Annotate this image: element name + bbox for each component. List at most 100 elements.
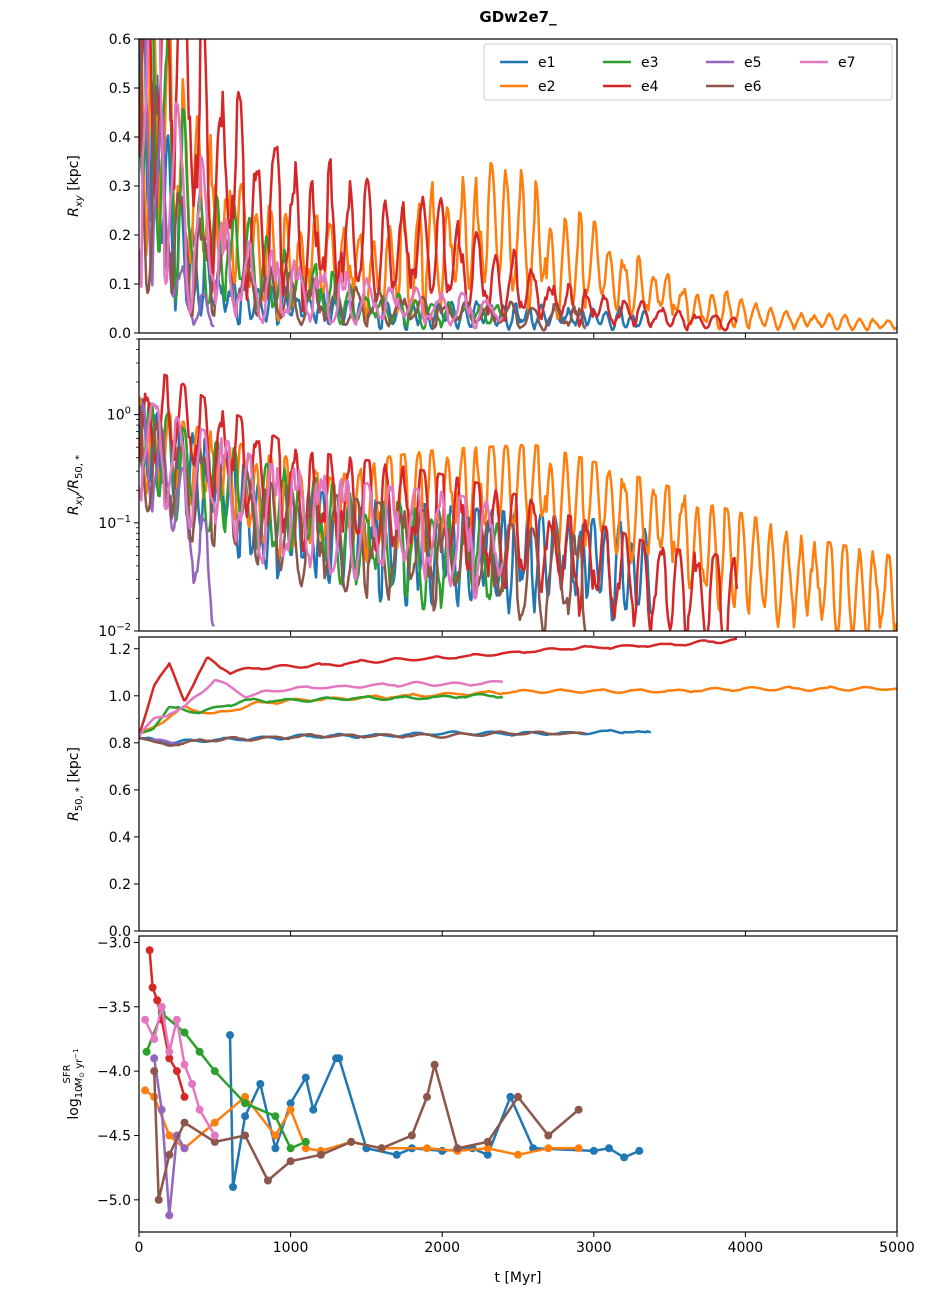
series-line-e1 [139,39,652,331]
series-point-e5 [180,1144,189,1153]
series-point-e6 [514,1092,522,1101]
series-point-e4 [165,1054,174,1063]
y-tick-label: 1.2 [109,642,131,658]
panel-ratio-ylabel: Rxy/R50, * [66,455,85,515]
y-tick-label: 0.1 [109,277,131,293]
series-line-e4 [139,637,738,736]
y-tick-label: 0.2 [109,228,131,244]
panel-frame [138,935,898,1233]
series-point-e1 [635,1146,644,1155]
series-point-e7 [180,1060,189,1069]
series-point-e3 [180,1028,189,1037]
y-tick-label: 0.2 [109,877,131,893]
panel-rxy-ylabel: Rxy [kpc] [66,155,85,217]
panel-ratio: 10−2 10−1 100 Rxy/R50, * [66,338,898,640]
series-point-e6 [544,1131,553,1140]
y-tick-label: 1.0 [109,689,131,705]
series-point-e1 [226,1031,234,1040]
series-line-e6 [152,1063,580,1202]
series-point-e1 [229,1183,237,1191]
panel-frame [138,636,898,932]
legend-label-e2: e2 [538,79,556,95]
series-point-e2 [483,1144,492,1153]
series-line-e4 [139,373,739,631]
panel-sfr-xlabel: t [Myr] [495,1270,542,1286]
series-line-e7 [139,402,504,600]
legend-label-e1: e1 [538,55,556,71]
series-point-e5 [165,1211,174,1220]
series-line-e6 [139,39,587,332]
series-point-e4 [172,1067,181,1076]
series-point-e6 [263,1176,272,1185]
y-tick-label: 0.4 [109,830,131,846]
series-point-e7 [150,1035,159,1043]
series-point-e1 [301,1073,310,1082]
series-point-e4 [148,983,157,992]
legend-label-e6: e6 [744,79,762,95]
series-point-e6 [180,1118,189,1127]
series-line-e3 [139,692,503,736]
panel-r50-ylabel: R50, * [kpc] [66,747,85,821]
y-tick-label: −4.5 [97,1128,131,1144]
series-line-e5 [139,402,215,627]
panel-sfr-plot [141,946,644,1220]
series-point-e3 [286,1144,295,1153]
series-point-e1 [271,1144,280,1153]
series-point-e5 [150,1054,159,1063]
series-point-e6 [210,1137,219,1146]
y-tick-label: −5.0 [97,1193,131,1209]
legend-frame [483,43,893,101]
series-point-e1 [506,1092,515,1101]
x-tick-label: 5000 [879,1240,915,1256]
series-point-e7 [172,1015,181,1024]
series-point-e4 [153,996,162,1005]
panel-sfr-ylabel: log10SFRM⊙ yr−1 [62,1048,86,1119]
legend-label-e4: e4 [641,79,659,95]
y-tick-label: 0.3 [109,179,131,195]
y-tick-label: 0.0 [109,326,131,342]
y-tick-label: 0.6 [109,783,131,799]
y-tick-label: 0.6 [109,32,131,48]
series-point-e7 [141,1015,150,1024]
series-point-e5 [157,1105,166,1114]
y-tick-label: 0.0 [109,924,131,940]
panel-sfr: 0 1000 2000 3000 4000 5000 −5.0 −4.5 −4.0 −3.5 −3.… [62,935,915,1286]
panel-rxy-axes: 0.0 0.1 0.2 0.3 0.4 0.5 0.6 [109,32,898,342]
series-point-e1 [335,1054,344,1063]
y-tick-label: −3.5 [97,1000,131,1016]
series-point-e6 [154,1195,163,1204]
series-point-e6 [377,1144,386,1153]
y-tick-label: −3.0 [97,935,131,951]
series-point-e2 [165,1131,174,1140]
legend-label-e5: e5 [744,55,762,71]
y-tick-label: −4.0 [97,1064,131,1080]
legend: e1 e3 e5 e7 e2 e4 e6 [483,43,893,101]
series-point-e7 [210,1131,219,1140]
series-point-e6 [430,1060,439,1069]
series-point-e1 [483,1150,492,1159]
legend-label-e7: e7 [838,55,856,71]
panel-rxy: 0.0 0.1 0.2 0.3 0.4 0.5 0.6 Rxy [kpc] [66,32,898,342]
series-point-e6 [286,1157,295,1166]
y-tick-label: 0.5 [109,81,131,97]
series-point-e2 [301,1144,310,1153]
series-point-e7 [165,1047,174,1056]
series-point-e2 [241,1092,250,1101]
y-tick-label: 10−2 [98,622,131,640]
series-point-e7 [157,1002,166,1011]
panel-r50: 0.0 0.2 0.4 0.6 0.8 1.0 1.2 R50, * [kpc] [66,636,898,940]
series-point-e2 [423,1144,431,1153]
series-point-e6 [150,1067,159,1076]
series-point-e2 [271,1131,280,1140]
series-line-e4 [139,39,738,332]
series-point-e6 [241,1131,250,1140]
series-point-e6 [453,1144,462,1153]
series-point-e6 [165,1150,174,1159]
x-tick-label: 2000 [424,1240,460,1256]
series-line-e7 [139,39,504,330]
panel-frame [138,338,898,632]
x-tick-label: 1000 [273,1240,309,1256]
panel-rxy-plot [139,39,897,332]
x-tick-label: 4000 [728,1240,764,1256]
